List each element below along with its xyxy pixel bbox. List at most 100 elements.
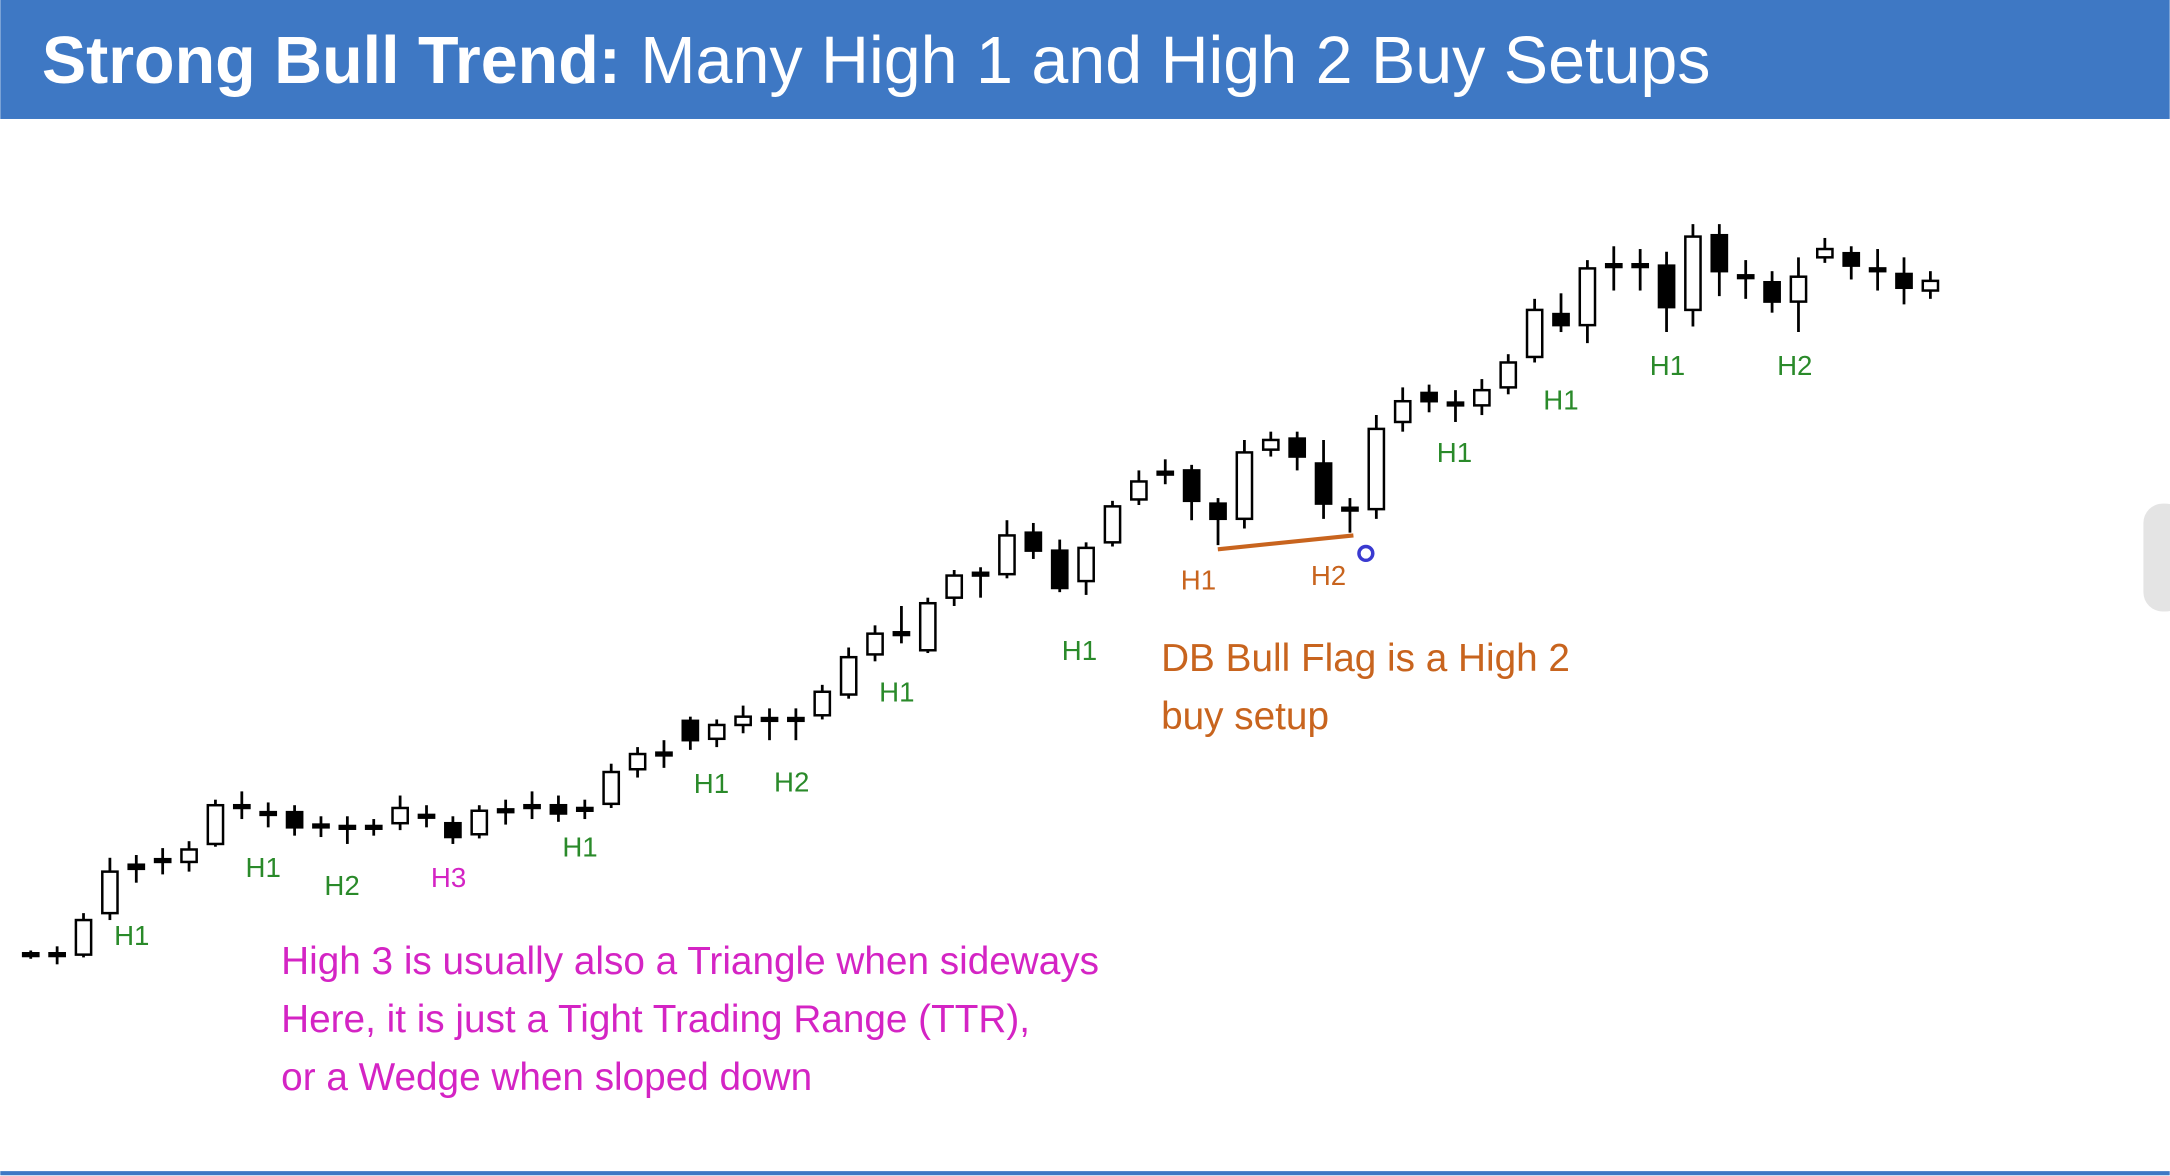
candle-body [48, 952, 66, 958]
candle-body [787, 716, 805, 723]
candle-body [1130, 480, 1148, 501]
candle-body [839, 655, 858, 696]
candle-body [259, 810, 278, 817]
candle-body [1393, 399, 1412, 424]
candle-body [602, 770, 621, 806]
setup-label: H2 [1777, 350, 1812, 381]
candle-body [1842, 251, 1861, 267]
candle-body [21, 952, 40, 958]
candle-body [1657, 264, 1676, 309]
slide-title: Strong Bull Trend: Many High 1 and High 2… [42, 24, 1711, 98]
setup-label: H1 [1437, 437, 1472, 468]
candle-body [1473, 388, 1491, 407]
candle-body [1684, 235, 1702, 312]
candle-body [496, 808, 515, 814]
candle-body [101, 870, 119, 915]
candle-body [575, 806, 594, 812]
candle-body [1050, 549, 1069, 590]
candle-body [1077, 546, 1095, 583]
title-bold: Strong Bull Trend: [42, 24, 621, 98]
candle-body [1710, 233, 1729, 273]
candle-body [523, 803, 541, 810]
setup-label: H1 [1543, 385, 1578, 416]
candle-body [444, 821, 462, 839]
candle-body [417, 813, 436, 819]
candle-body [1420, 391, 1438, 403]
candle-body [1314, 462, 1333, 505]
candle-body [1789, 275, 1808, 303]
note-line: High 3 is usually also a Triangle when s… [281, 940, 1099, 983]
candle-body [232, 803, 251, 810]
candle-body [760, 716, 779, 723]
candle-body [1103, 505, 1122, 544]
candle-body [549, 803, 568, 815]
candle-body [655, 751, 673, 757]
candle-body [1816, 247, 1834, 259]
candle-body [206, 803, 225, 846]
candle-body [628, 752, 647, 771]
note-line: buy setup [1161, 695, 1329, 738]
candle-body [1156, 470, 1175, 476]
setup-label: H1 [879, 676, 914, 707]
candle-body [1604, 263, 1623, 269]
candles [21, 224, 1940, 965]
cursor-dot [1357, 544, 1375, 563]
note-line: DB Bull Flag is a High 2 [1161, 637, 1570, 680]
candle-body [734, 715, 752, 727]
title-bar [0, 0, 2170, 119]
candle-body [338, 824, 357, 830]
setup-label: H3 [431, 862, 466, 893]
candle-body [681, 719, 700, 742]
candle-body [1895, 272, 1913, 290]
candle-body [153, 857, 172, 864]
setup-label: H1 [246, 852, 281, 883]
candle-body [127, 863, 146, 871]
candle-body [892, 631, 911, 637]
candle-body [1631, 263, 1650, 269]
candle-body [1446, 401, 1465, 407]
candle-body [1763, 280, 1781, 303]
candle-body [364, 824, 383, 830]
setup-label: H1 [1181, 564, 1216, 595]
candle-body [312, 823, 330, 829]
candle-body [470, 809, 489, 836]
candle-body [74, 918, 93, 956]
candle-body [866, 632, 884, 656]
candle-body [1578, 267, 1597, 327]
double-bottom-line [1217, 533, 1354, 552]
candle-body [1235, 451, 1254, 521]
candle-body [1341, 506, 1359, 512]
title-rest: Many High 1 and High 2 Buy Setups [640, 24, 1710, 98]
candle-body [1288, 437, 1307, 458]
setup-label: H1 [1062, 635, 1097, 666]
setup-label: H1 [114, 920, 149, 951]
candle-body [813, 690, 832, 717]
candle-body [180, 848, 198, 864]
candle-body [1024, 531, 1043, 552]
labels: H1 H1 H2 H3 H1 H1 H2 H1 H1 H1 H2 H1 H1 H1 H2 DB Bull Fl… [114, 350, 1812, 1099]
candle-body [1736, 274, 1755, 280]
candle-body [918, 601, 937, 652]
setup-label: H2 [774, 766, 809, 797]
candle-body [1868, 267, 1887, 273]
side-tab[interactable] [2143, 503, 2170, 612]
candle-body [1525, 308, 1544, 359]
candle-body [391, 806, 409, 825]
note-line: Here, it is just a Tight Trading Range (… [281, 998, 1030, 1041]
candle-body [1182, 469, 1201, 503]
candle-body [998, 534, 1016, 576]
candle-body [1261, 438, 1280, 451]
candle-body [1921, 279, 1940, 292]
candle-body [1367, 427, 1386, 511]
note-line: or a Wedge when sloped down [281, 1056, 812, 1099]
setup-label: H2 [1311, 560, 1346, 591]
candle-body [971, 571, 990, 577]
candle-body [1499, 361, 1518, 389]
setup-label: H1 [694, 768, 729, 799]
candle-body [945, 574, 964, 599]
setup-label: H1 [562, 831, 597, 862]
candle-body [1552, 312, 1570, 327]
setup-label: H2 [324, 870, 359, 901]
